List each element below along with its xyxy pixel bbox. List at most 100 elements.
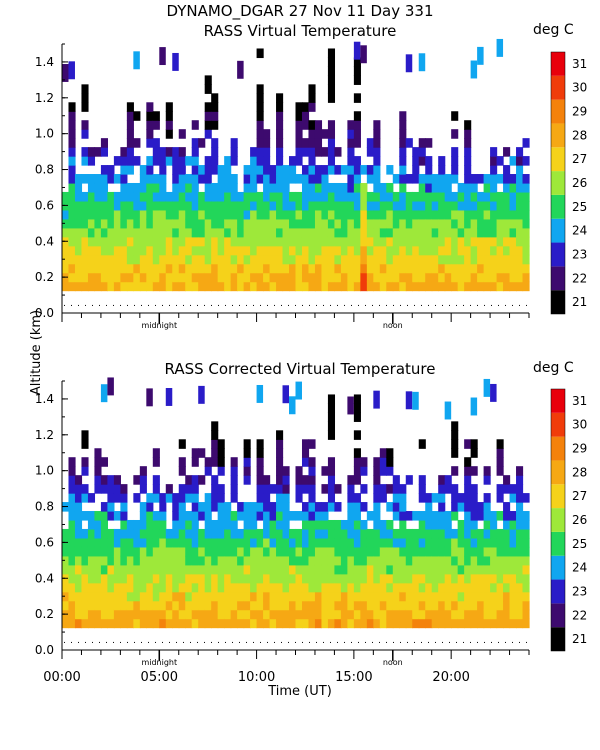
heatmap-cell [282,537,290,548]
heatmap-cell [425,218,433,229]
heatmap-cell [133,156,141,166]
heatmap-cell [276,174,284,184]
heatmap-cell [308,493,316,503]
heatmap-cell [483,191,491,202]
heatmap-cell [405,573,413,584]
ground-dot [162,304,163,306]
heatmap-cell [412,591,420,602]
heatmap-cell [178,591,186,602]
heatmap-cell [289,591,297,602]
heatmap-cell [483,174,491,184]
heatmap-cell [185,254,193,265]
heatmap-cell [62,254,70,265]
heatmap-cell [438,484,446,494]
heatmap-cell [399,582,407,593]
heatmap-cell [321,165,329,175]
heatmap-cell [490,245,498,256]
heatmap-cell [327,93,336,103]
heatmap-cell [314,609,323,620]
heatmap-cell [451,200,459,211]
heatmap-cell [340,618,348,629]
heatmap-cell [503,147,511,157]
y-tick-label: 1.2 [35,91,54,105]
heatmap-cell [204,591,212,602]
heatmap-cell [360,466,368,476]
heatmap-cell [425,182,433,193]
heatmap-cell [211,156,219,166]
heatmap-cell [490,546,498,557]
heatmap-cell [496,457,504,467]
heatmap-cell [412,263,420,274]
heatmap-cell [100,609,109,620]
heatmap-cell [289,582,297,593]
heatmap-cell [451,421,459,431]
heatmap-cell [204,511,212,521]
heatmap-cell [81,263,89,274]
heatmap-cell [87,609,96,620]
heatmap-cell [353,156,361,166]
heatmap-cell [516,209,524,220]
heatmap-cell [159,200,167,211]
heatmap-cell [282,385,290,404]
heatmap-cell [165,272,173,283]
heatmap-cell [314,120,323,130]
heatmap-cell [139,502,147,512]
heatmap-cell [340,537,348,548]
heatmap-cell [399,546,407,557]
heatmap-cell [470,591,478,602]
heatmap-cell [100,165,109,175]
heatmap-cell [152,528,160,539]
heatmap-cell [81,254,89,265]
heatmap-cell [81,174,89,184]
heatmap-cell [379,227,387,238]
heatmap-cell [444,511,452,521]
heatmap-cell [477,564,485,575]
colorbar-swatch [551,171,565,195]
heatmap-cell [185,511,193,521]
heatmap-cell [353,129,361,139]
x-marker-label: noon [383,321,403,330]
heatmap-cell [269,227,277,238]
heatmap-cell [159,254,167,265]
heatmap-cell [301,209,310,220]
heatmap-cell [113,591,121,602]
heatmap-cell [289,600,297,611]
heatmap-cell [269,502,277,512]
heatmap-cell [191,493,199,503]
heatmap-cell [289,191,297,202]
heatmap-cell [87,528,96,539]
heatmap-cell [263,546,271,557]
heatmap-cell [68,138,76,148]
heatmap-cell [282,484,290,494]
colorbar-swatch [551,389,565,413]
heatmap-cell [490,191,498,202]
heatmap-cell [165,537,173,548]
heatmap-cell [120,502,128,512]
heatmap-cell [314,200,323,211]
heatmap-cell [457,582,465,593]
heatmap-cell [301,519,310,530]
heatmap-cell [120,609,128,620]
heatmap-cell [477,618,485,629]
heatmap-cell [282,236,290,247]
heatmap-cell [269,263,277,274]
heatmap-cell [321,573,329,584]
heatmap-cell [87,227,96,238]
heatmap-cell [464,564,472,575]
heatmap-cell [276,448,284,458]
heatmap-cell [113,245,121,256]
heatmap-cell [289,156,297,166]
heatmap-cell [379,519,387,530]
y-tick-label: 1.2 [35,428,54,442]
heatmap-cell [224,537,232,548]
heatmap-cell [204,528,212,539]
heatmap-cell [431,272,439,283]
heatmap-cell [334,281,342,292]
heatmap-cell [133,218,141,229]
heatmap-cell [321,182,329,193]
heatmap-cell [217,174,225,184]
heatmap-cell [237,564,245,575]
heatmap-cell [276,618,284,629]
heatmap-cell [340,272,348,283]
heatmap-cell [457,227,465,238]
